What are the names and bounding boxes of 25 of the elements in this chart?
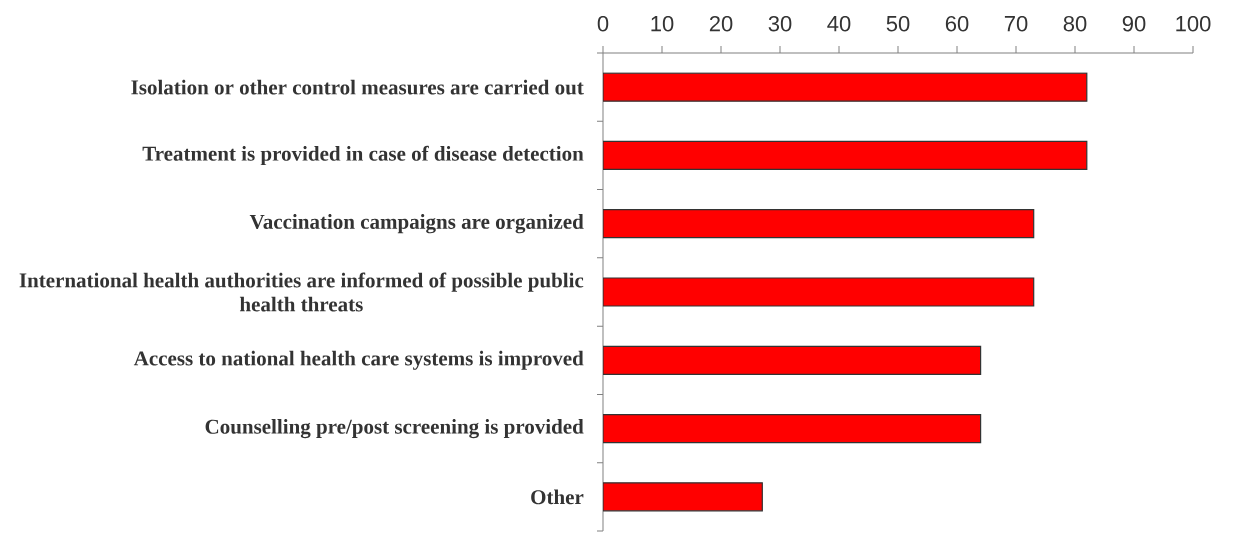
y-tick-label: Isolation or other control measures are carried out	[131, 79, 584, 95]
x-tick-label: 100	[1176, 15, 1211, 32]
bar	[603, 140, 1088, 171]
bar	[603, 277, 1035, 307]
x-tick-label: 10	[651, 15, 674, 32]
bar	[603, 482, 763, 512]
x-tick-label: 20	[709, 15, 733, 32]
x-tick-label: 30	[768, 15, 792, 32]
bar	[603, 72, 1088, 102]
y-tick-label: Treatment is provided in case of disease detection	[142, 145, 584, 166]
x-tick-label: 70	[1004, 15, 1028, 32]
bar	[603, 345, 982, 375]
y-tick-label: International health authorities are informed of possible public health threats	[19, 272, 584, 312]
x-tick-label: 50	[886, 15, 910, 32]
bar	[603, 209, 1035, 239]
x-tick-label: 90	[1122, 15, 1146, 32]
x-tick-label: 40	[827, 15, 851, 32]
x-tick-label: 60	[945, 15, 969, 32]
y-tick-label: Counselling pre/post screening is provided	[205, 418, 584, 439]
x-tick-label: 0	[597, 15, 609, 32]
y-tick-label: Access to national health care systems is improved	[133, 350, 584, 370]
y-tick-label: Other	[531, 489, 584, 505]
bar	[603, 413, 982, 444]
y-tick-label: Vaccination campaigns are organized	[249, 214, 584, 234]
x-tick-label: 80	[1063, 15, 1087, 32]
